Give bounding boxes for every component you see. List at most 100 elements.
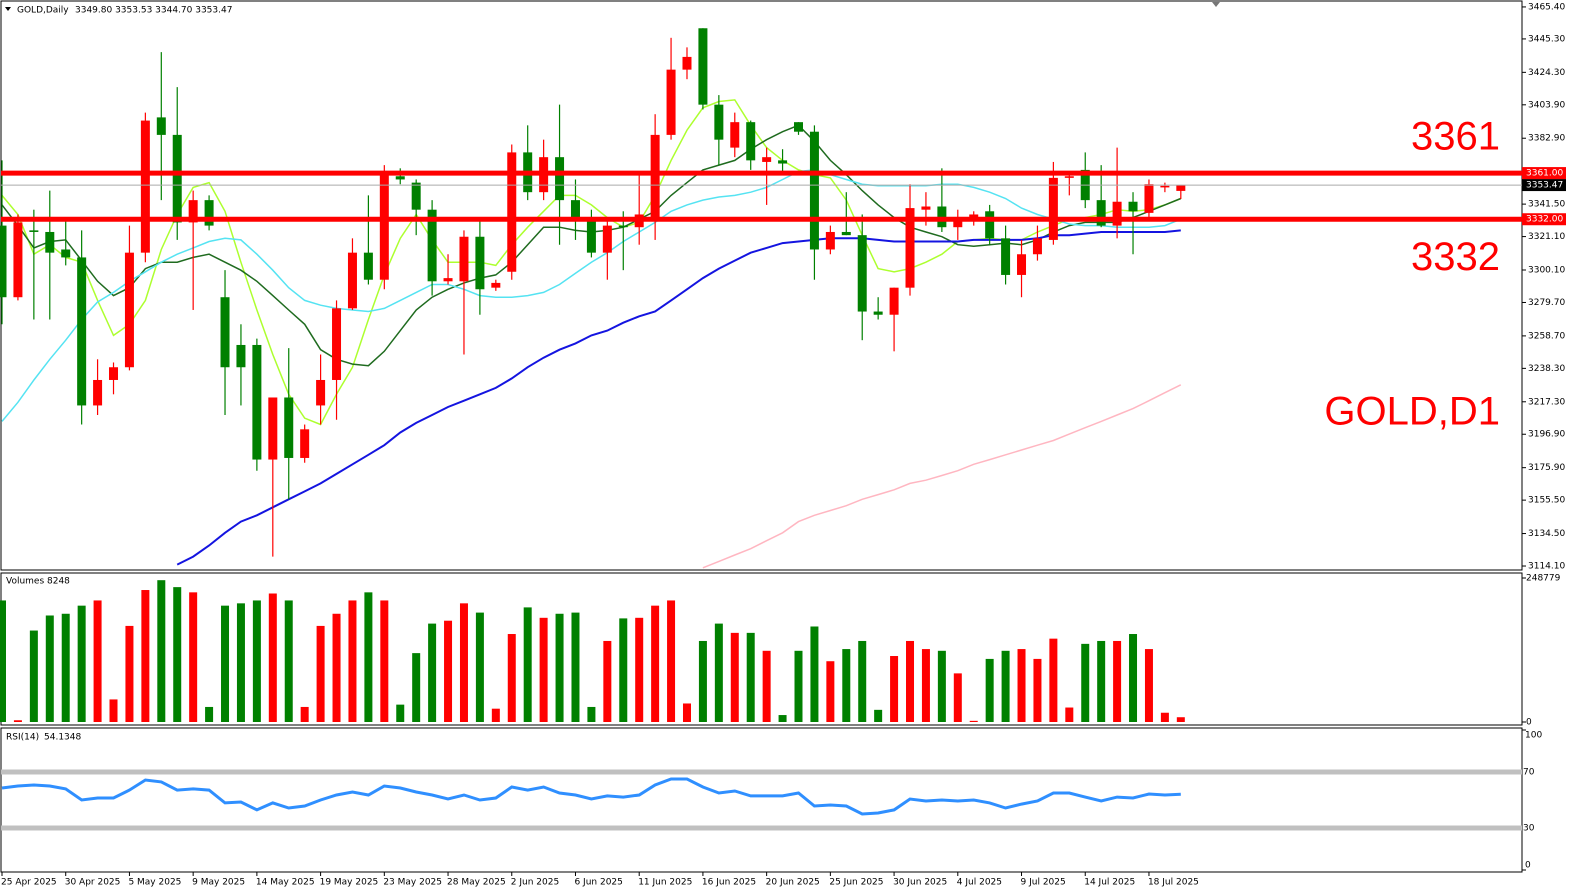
candle-body (1176, 185, 1186, 191)
candle-body (459, 236, 469, 282)
x-tick-label: 11 Jun 2025 (638, 878, 692, 888)
candle-body (794, 122, 803, 132)
panel-marker (1212, 2, 1220, 7)
volume-bar (300, 706, 309, 722)
x-tick-label: 9 May 2025 (192, 878, 245, 888)
volume-bar (906, 640, 915, 722)
volume-bar (13, 720, 22, 722)
candle-body (762, 157, 772, 162)
y-tick-label: 3175.90 (1528, 463, 1565, 473)
volume-bar (0, 600, 6, 722)
volume-bar (268, 593, 277, 722)
candle-body (985, 211, 995, 239)
volume-bar (1065, 707, 1074, 722)
volume-bar (77, 605, 86, 722)
candle-body (841, 231, 851, 236)
rsi-panel (0, 727, 1523, 873)
level-tag-box (1522, 167, 1566, 180)
y-tick-label: 3424.30 (1528, 68, 1565, 78)
volume-bar (412, 653, 421, 722)
candle-body (395, 176, 405, 180)
last-price-tag-box (1522, 179, 1566, 192)
volume-bar (444, 620, 453, 722)
candle-body (443, 278, 453, 282)
candle-body (45, 231, 55, 253)
volume-bar (332, 613, 341, 722)
volume-bar (730, 632, 739, 722)
candle-body (730, 122, 740, 148)
moving-average-line (1, 99, 1182, 426)
volume-bar (1160, 712, 1169, 722)
x-tick-label: 19 May 2025 (320, 878, 379, 888)
volume-panel (0, 572, 1523, 726)
volume-bar (635, 617, 644, 722)
candle-body (1032, 238, 1042, 255)
level-tag: 3361.00 (1526, 169, 1563, 179)
candle-body (284, 397, 294, 458)
x-tick-label: 18 Jul 2025 (1148, 878, 1199, 888)
candle-body (746, 122, 756, 161)
volume-bar (682, 703, 691, 722)
candle-body (252, 344, 262, 460)
candle-body (778, 160, 788, 164)
rsi-last: 54.1348 (44, 733, 81, 743)
menu-arrow (5, 7, 11, 11)
y-tick-label: 3321.10 (1528, 232, 1565, 242)
candle-body (236, 344, 246, 368)
volume-bar (794, 650, 803, 722)
candle-body (889, 287, 899, 315)
candle-body (570, 200, 580, 220)
volume-bar (252, 600, 261, 722)
y-tick-label: 3445.30 (1528, 34, 1565, 44)
volume-bar (1081, 643, 1090, 722)
volume-bar (396, 704, 405, 722)
volume-last: 8248 (47, 577, 70, 587)
y-tick-label: 0 (1525, 861, 1531, 871)
x-tick-label: 2 Jun 2025 (511, 878, 559, 888)
volume-bar (475, 612, 484, 722)
x-tick-label: 30 Apr 2025 (65, 878, 121, 888)
volume-bar (762, 650, 771, 722)
candle-body (1048, 177, 1058, 240)
x-tick-label: 14 Jul 2025 (1084, 878, 1135, 888)
y-tick-label: 3341.50 (1528, 200, 1565, 210)
plot-layer (0, 28, 1186, 569)
candle-body (379, 173, 389, 280)
volume-bar (571, 612, 580, 722)
volume-bar (1129, 634, 1138, 722)
volume-bar (667, 600, 676, 722)
candle-body (507, 152, 517, 272)
candle-body (1096, 200, 1106, 226)
candle-body (1160, 185, 1170, 188)
volume-bar (842, 649, 851, 722)
candle-body (714, 104, 724, 140)
candle-body (809, 131, 819, 250)
y-tick-label: 3258.70 (1528, 331, 1565, 341)
candle-body (220, 297, 230, 368)
volume-bar (109, 699, 118, 722)
candle-body (857, 235, 867, 312)
ohlc-text: 3349.80 3353.53 3344.70 3353.47 (75, 6, 232, 16)
level-tag: 3332.00 (1526, 215, 1563, 225)
candle-body (140, 120, 150, 253)
volume-bar (173, 587, 182, 722)
candle-body (93, 379, 103, 406)
volume-bar (205, 706, 214, 722)
volume-bar (364, 592, 373, 722)
price-panel (0, 0, 1523, 571)
candle-body (1064, 176, 1074, 178)
x-tick-label: 20 Jun 2025 (766, 878, 820, 888)
volume-bar (539, 617, 548, 722)
volume-bar (491, 708, 500, 722)
candle-body (825, 231, 835, 250)
x-tick-label: 6 Jun 2025 (574, 878, 622, 888)
volume-bar (603, 640, 612, 722)
volume-bar (746, 632, 755, 722)
volume-bar (826, 661, 835, 722)
level-tag-box (1522, 213, 1566, 226)
volume-bar (45, 615, 54, 722)
y-tick-label: 248779 (1526, 574, 1561, 584)
volume-bar (236, 603, 245, 722)
volume-bar (93, 600, 102, 722)
